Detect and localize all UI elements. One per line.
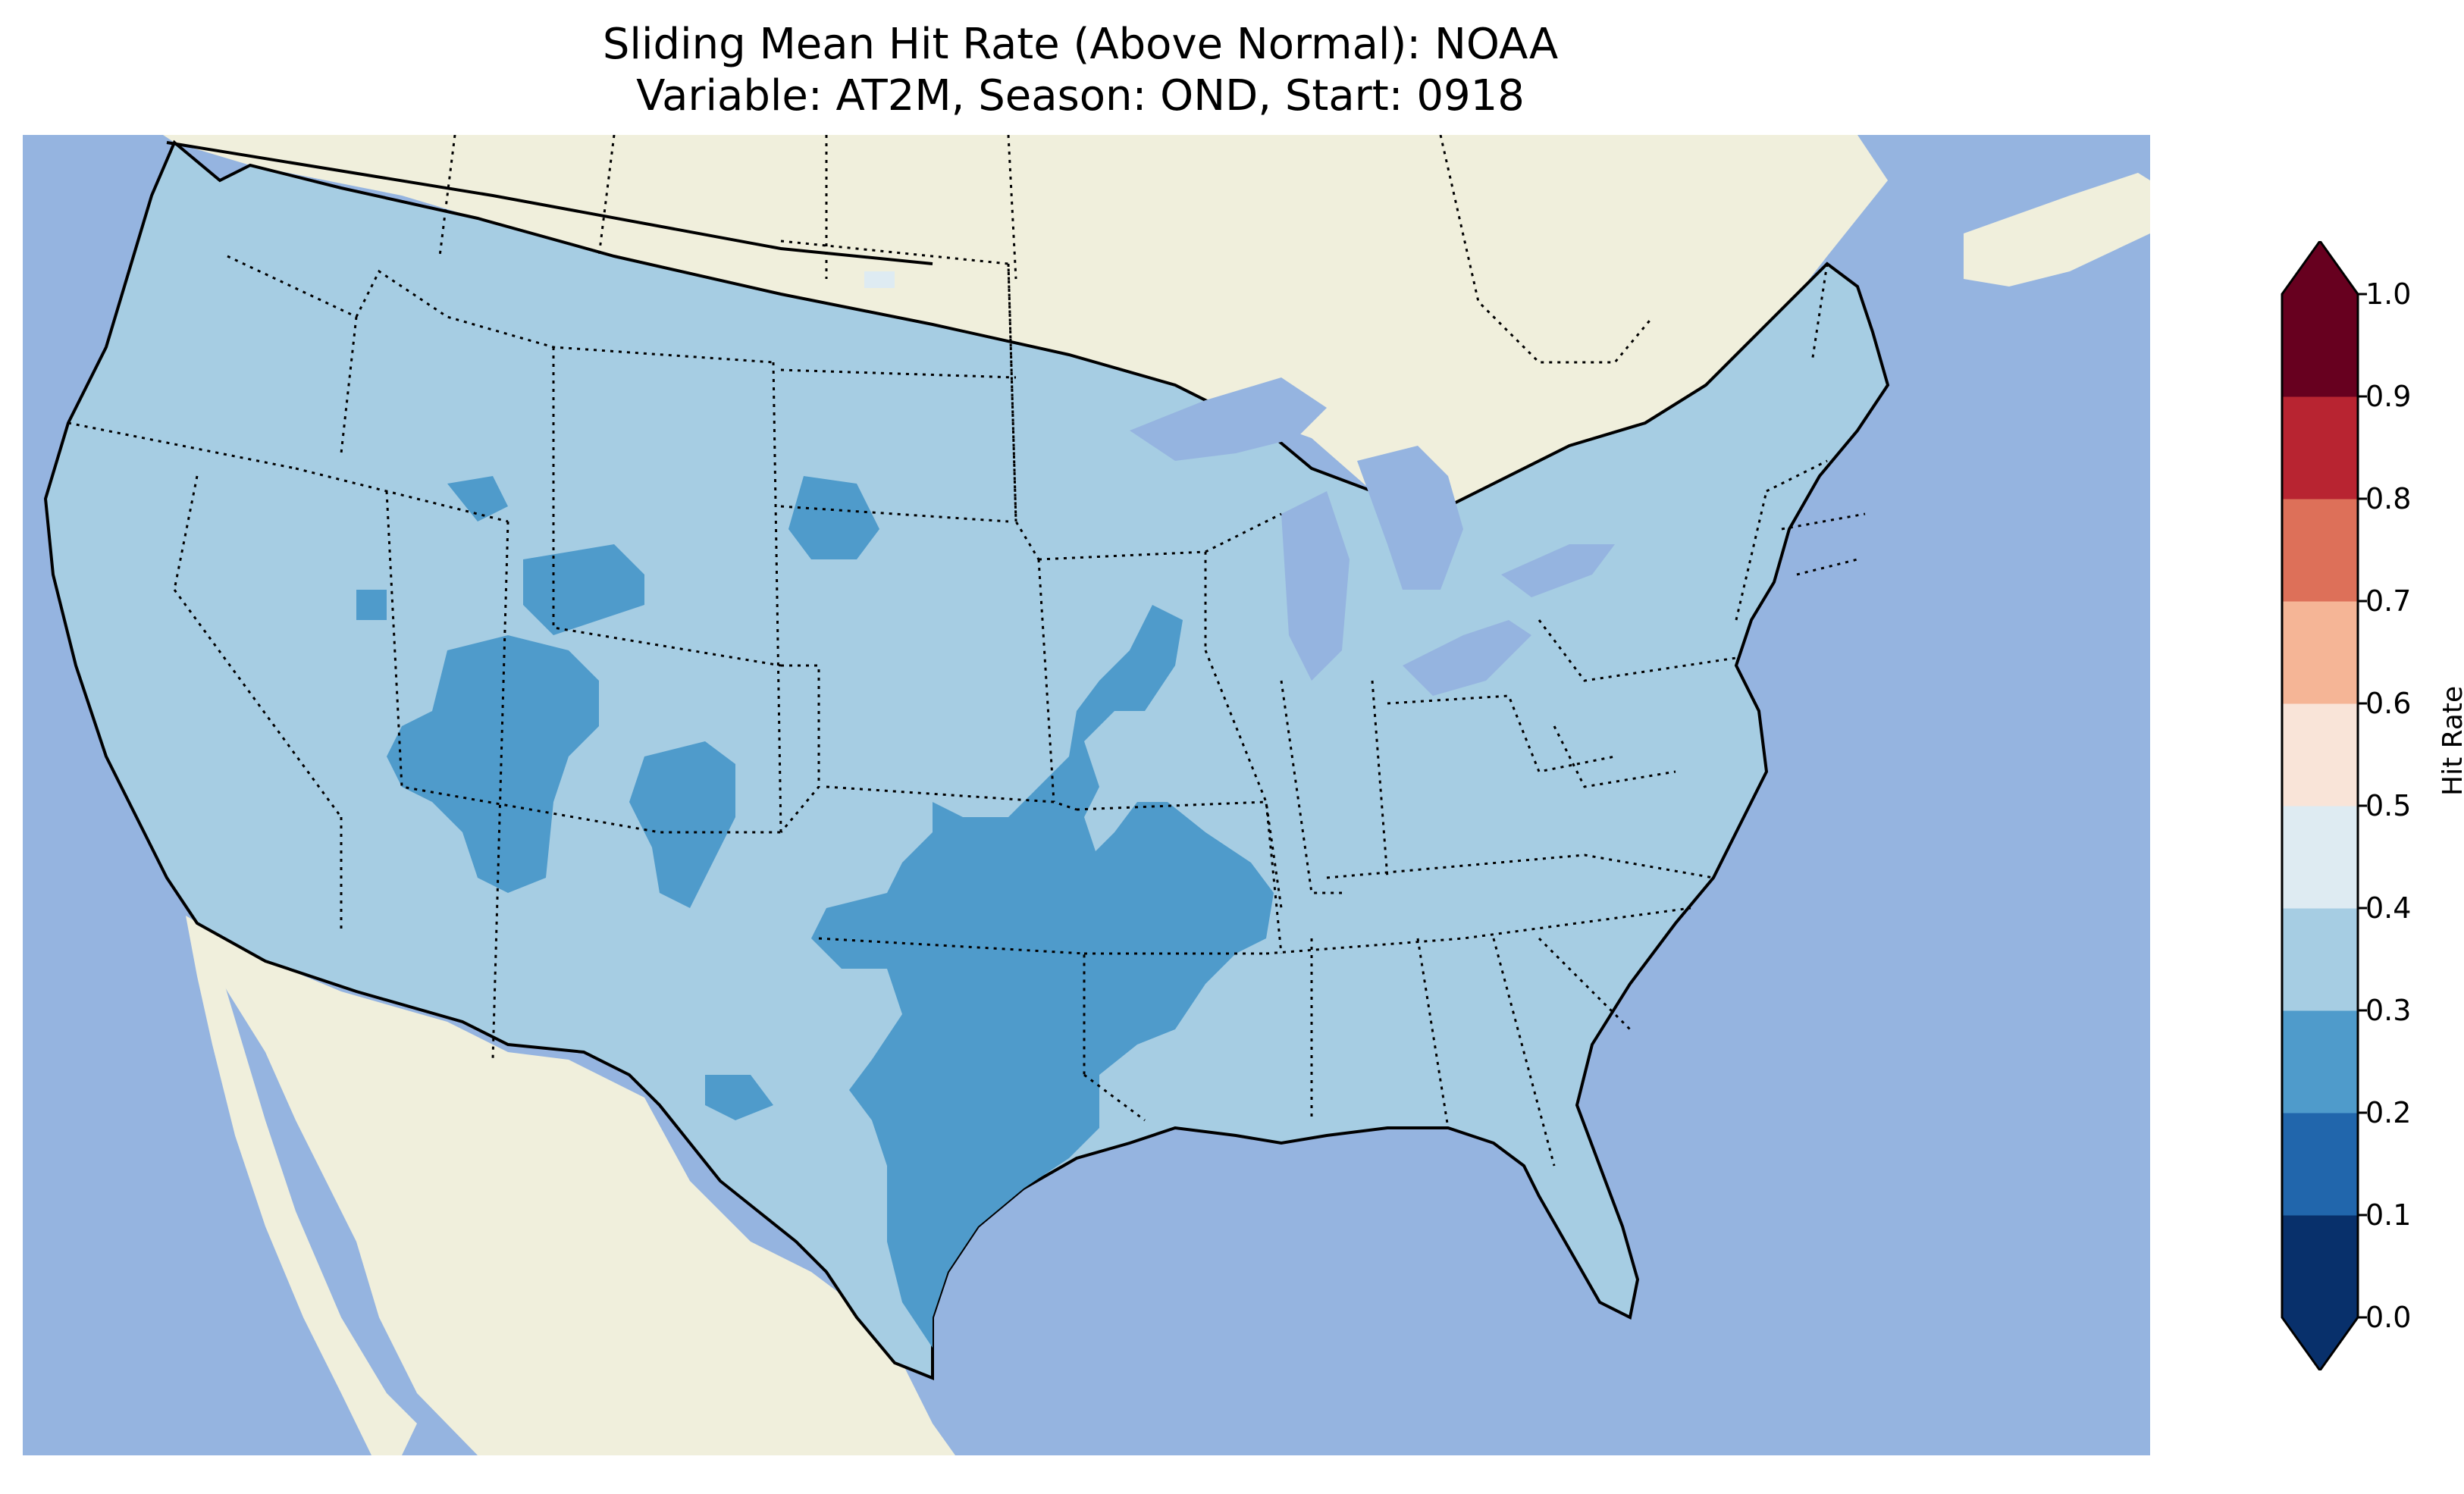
colorbar-bin — [2282, 1215, 2358, 1318]
colorbar-extend-top — [2282, 241, 2358, 294]
maritimes-land — [1964, 173, 2150, 287]
baja-land — [186, 916, 417, 1455]
colorbar-tick-label: 0.5 — [2365, 789, 2412, 822]
canada-borders — [438, 135, 1654, 364]
colorbar-tick-label: 0.9 — [2365, 380, 2412, 413]
colorbar-bin — [2282, 1010, 2358, 1113]
colorbar-tick-label: 0.8 — [2365, 482, 2412, 515]
map-title: Sliding Mean Hit Rate (Above Normal): NO… — [602, 20, 1559, 69]
great-lakes — [1130, 377, 1615, 696]
colorbar-tick-label: 0.0 — [2365, 1301, 2412, 1334]
hit-rate-map — [23, 135, 2150, 1455]
colorbar-tick-label: 0.1 — [2365, 1198, 2412, 1232]
colorbar-tick-label: 0.4 — [2365, 891, 2412, 925]
colorbar-extend-bottom — [2282, 1317, 2358, 1370]
colorbar-tick-label: 0.2 — [2365, 1096, 2412, 1129]
colorbar-tick-label: 1.0 — [2365, 277, 2412, 311]
conus-land — [43, 139, 1890, 1380]
mexico-land — [186, 916, 955, 1455]
colorbar-bin — [2282, 1113, 2358, 1216]
map-subtitle: Variable: AT2M, Season: OND, Start: 0918 — [636, 71, 1525, 121]
colorbar-bin — [2282, 294, 2358, 397]
colorbar-tick-label: 0.7 — [2365, 584, 2412, 618]
colorbar-bin — [2282, 703, 2358, 807]
state-borders — [67, 240, 1866, 1167]
canada-land — [163, 135, 1888, 529]
colorbar-bin — [2282, 908, 2358, 1011]
colorbar-bin — [2282, 601, 2358, 704]
colorbar — [2281, 241, 2367, 1370]
colorbar-bin — [2282, 396, 2358, 500]
colorbar-tick-label: 0.6 — [2365, 687, 2412, 720]
us-canada-border — [166, 141, 933, 265]
colorbar-tick-label: 0.3 — [2365, 994, 2412, 1027]
colorbar-bin — [2282, 806, 2358, 909]
colorbar-label: Hit Rate — [2437, 685, 2464, 796]
high-patch — [864, 271, 895, 288]
colorbar-bin — [2282, 499, 2358, 602]
